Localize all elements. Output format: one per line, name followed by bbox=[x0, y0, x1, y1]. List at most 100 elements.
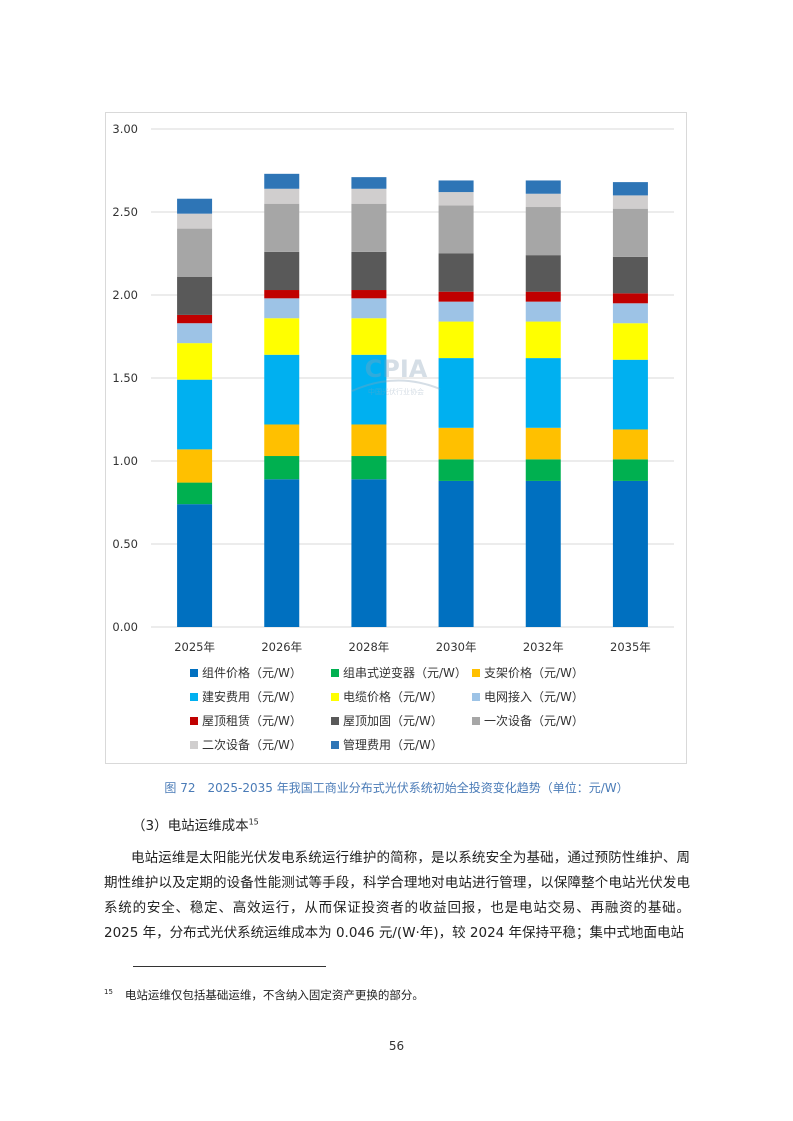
bar-segment bbox=[264, 354, 300, 425]
x-tick-label: 2032年 bbox=[523, 640, 564, 654]
bar-segment bbox=[525, 427, 561, 460]
bar-segment bbox=[177, 314, 213, 324]
y-tick-label: 0.00 bbox=[112, 620, 138, 634]
bar-segment bbox=[264, 456, 300, 480]
bar-segment bbox=[525, 180, 561, 194]
bar-segment bbox=[438, 180, 474, 193]
bar-segment bbox=[351, 188, 387, 204]
watermark-logo-text: CPIA bbox=[365, 355, 428, 383]
bar-segment bbox=[264, 424, 300, 457]
legend-swatch bbox=[331, 717, 339, 725]
bar-segment bbox=[264, 251, 300, 291]
bar-segment bbox=[525, 255, 561, 292]
legend-label: 电网接入（元/W） bbox=[484, 689, 584, 704]
y-tick-label: 2.00 bbox=[112, 288, 138, 302]
bar-segment bbox=[177, 198, 213, 214]
cpia-watermark: CPIA 中国光伏行业协会 bbox=[351, 355, 441, 396]
x-axis-ticks: 2025年 2026年 2028年 2030年 2032年 2035年 bbox=[174, 640, 651, 654]
gridlines bbox=[151, 128, 674, 628]
bar-segment bbox=[612, 195, 648, 209]
footnote-number: 15 bbox=[104, 988, 113, 997]
x-tick-label: 2025年 bbox=[174, 640, 215, 654]
bar-segment bbox=[612, 208, 648, 257]
section-heading-text: （3）电站运维成本 bbox=[132, 818, 249, 834]
footnote-ref[interactable]: 15 bbox=[248, 817, 259, 827]
x-tick-label: 2030年 bbox=[436, 640, 477, 654]
legend-swatch bbox=[331, 693, 339, 701]
bar-segment bbox=[612, 459, 648, 481]
x-tick-label: 2028年 bbox=[349, 640, 390, 654]
bar-segment bbox=[177, 276, 213, 315]
bar-segment bbox=[612, 303, 648, 324]
bar-segment bbox=[177, 323, 213, 344]
bar-segment bbox=[525, 193, 561, 208]
bar-segment bbox=[264, 203, 300, 252]
bar-segment bbox=[177, 504, 213, 627]
bar-segment bbox=[264, 188, 300, 204]
bar-segment bbox=[612, 256, 648, 294]
legend-swatch bbox=[472, 669, 480, 677]
bar-segment bbox=[612, 359, 648, 430]
legend-label: 屋顶加固（元/W） bbox=[343, 714, 443, 728]
bar-segment bbox=[438, 301, 474, 322]
x-tick-label: 2035年 bbox=[610, 640, 651, 654]
bar-segment bbox=[438, 291, 474, 302]
bar-segment bbox=[351, 424, 387, 457]
y-tick-label: 3.00 bbox=[112, 122, 138, 136]
bar-segment bbox=[264, 290, 300, 299]
bar-segment bbox=[525, 321, 561, 359]
legend-label: 建安费用（元/W） bbox=[202, 689, 302, 704]
bar-segment bbox=[351, 318, 387, 355]
bar-segment bbox=[351, 251, 387, 291]
bar-segment bbox=[264, 298, 300, 319]
legend-label: 管理费用（元/W） bbox=[343, 737, 443, 752]
stacked-bar-chart: CPIA 中国光伏行业协会 0.00 0.50 1.00 1.50 2.00 2.50 3.… bbox=[112, 122, 674, 752]
section-heading: （3）电站运维成本15 bbox=[132, 814, 259, 835]
page-number: 56 bbox=[388, 1039, 405, 1053]
bar-segment bbox=[438, 192, 474, 206]
bar-segment bbox=[525, 459, 561, 481]
legend-label: 支架价格（元/W） bbox=[484, 665, 584, 680]
bar-segment bbox=[351, 177, 387, 189]
y-tick-label: 2.50 bbox=[112, 205, 138, 219]
figure-caption: 图 72 2025-2035 年我国工商业分布式光伏系统初始全投资变化趋势（单位… bbox=[164, 781, 629, 795]
bar-segment bbox=[351, 354, 387, 425]
bar-segment bbox=[177, 482, 213, 505]
bar-segment bbox=[264, 479, 300, 627]
bar-segment bbox=[438, 253, 474, 292]
bar-segment bbox=[525, 301, 561, 322]
footnote-divider bbox=[133, 966, 326, 967]
bar-segment bbox=[177, 379, 213, 450]
y-tick-label: 0.50 bbox=[112, 537, 138, 551]
chart-container: CPIA 中国光伏行业协会 0.00 0.50 1.00 1.50 2.00 2.50 3.… bbox=[105, 112, 687, 764]
y-tick-label: 1.00 bbox=[112, 454, 138, 468]
bar-segment bbox=[351, 479, 387, 627]
legend: 组件价格（元/W） 组串式逆变器（元/W） 支架价格（元/W） 建安费用（元/W） 电缆… bbox=[190, 665, 584, 752]
legend-swatch bbox=[472, 693, 480, 701]
bar-segment bbox=[612, 323, 648, 360]
legend-swatch bbox=[190, 669, 198, 677]
watermark-swoosh bbox=[351, 379, 441, 392]
bar-segment bbox=[264, 173, 300, 189]
bar-segment bbox=[612, 480, 648, 627]
watermark-sub-text: 中国光伏行业协会 bbox=[368, 387, 424, 396]
body-paragraph: 电站运维是太阳能光伏发电系统运行维护的简称，是以系统安全为基础，通过预防性维护、… bbox=[104, 850, 690, 941]
footnote: 15 电站运维仅包括基础运维，不含纳入固定资产更换的部分。 bbox=[104, 987, 424, 1003]
bar-segment bbox=[612, 182, 648, 196]
legend-swatch bbox=[190, 693, 198, 701]
y-axis-ticks: 0.00 0.50 1.00 1.50 2.00 2.50 3.00 bbox=[112, 122, 138, 634]
bar-segment bbox=[438, 459, 474, 481]
legend-swatch bbox=[190, 741, 198, 749]
legend-swatch bbox=[190, 717, 198, 725]
bar-segment bbox=[438, 321, 474, 359]
legend-swatch bbox=[472, 717, 480, 725]
x-tick-label: 2026年 bbox=[261, 640, 302, 654]
bar-segment bbox=[612, 429, 648, 460]
bar-segment bbox=[525, 207, 561, 256]
bar-segment bbox=[612, 293, 648, 304]
legend-label: 电缆价格（元/W） bbox=[343, 689, 443, 704]
bar-segment bbox=[438, 480, 474, 627]
bar-segment bbox=[438, 358, 474, 428]
bar-segment bbox=[351, 203, 387, 252]
bar-segment bbox=[438, 427, 474, 460]
